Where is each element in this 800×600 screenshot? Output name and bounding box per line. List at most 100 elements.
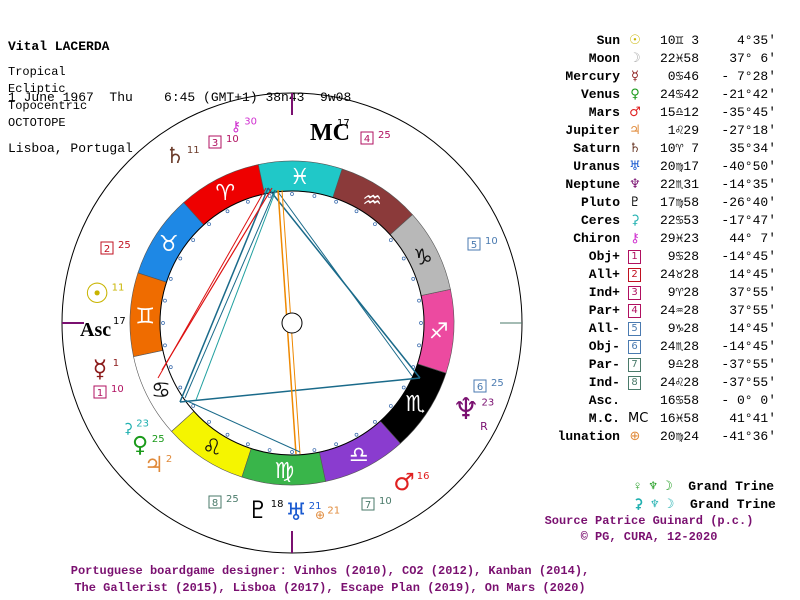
body-name: Saturn bbox=[573, 141, 620, 156]
birth-place: Lisboa, Portugal bbox=[8, 141, 133, 156]
table-row: Par+ 4 24♒28 37°55' bbox=[520, 302, 780, 320]
body-longitude: 0♋46 bbox=[660, 69, 700, 84]
degree-tick bbox=[191, 238, 196, 242]
body-longitude: 9♑28 bbox=[660, 321, 700, 336]
asc-degree: 17 bbox=[113, 316, 126, 327]
body-longitude: 24♏28 bbox=[660, 339, 700, 354]
body-name: Par- bbox=[588, 357, 620, 372]
table-row: Mercury ☿ 0♋46 - 7°28' bbox=[520, 68, 780, 86]
body-latitude: -27°18' bbox=[721, 123, 776, 138]
copyright: © PG, CURA, 12-2020 bbox=[580, 530, 718, 544]
degree-tick bbox=[246, 199, 250, 204]
body-name: Asc. bbox=[588, 393, 620, 408]
outer-labels: ♄ 11☉ 11☿ 1♀ 25♃ 2♇ 18 ♅ 21♂ 16♆ 23R⚷ 30⚳ 23⊕ 21MC17A… bbox=[80, 117, 504, 526]
body-latitude: 35°34' bbox=[729, 141, 776, 156]
body-latitude: -14°45' bbox=[721, 249, 776, 264]
degree-tick bbox=[401, 385, 406, 390]
degree-tick bbox=[267, 448, 272, 452]
sign-glyph-taurus: ♉ bbox=[159, 232, 179, 257]
aspect-line bbox=[277, 191, 413, 377]
body-longitude: 15♎12 bbox=[660, 105, 700, 120]
part-degree: 25 bbox=[226, 494, 239, 505]
body-name: Ceres bbox=[580, 213, 620, 228]
planet-glyph-outer: ♄ bbox=[165, 144, 185, 169]
trine-glyphs: ⚳ ♆ ☽ bbox=[633, 497, 675, 512]
degree-tick bbox=[411, 277, 416, 281]
body-name: All+ bbox=[588, 267, 620, 282]
part-number: 4 bbox=[364, 134, 370, 145]
body-glyph-icon: ♇ bbox=[629, 195, 641, 210]
body-latitude: 37°55' bbox=[729, 303, 776, 318]
body-latitude: -14°35' bbox=[721, 177, 776, 192]
planet-degree-sup: 30 bbox=[244, 117, 257, 128]
body-name: lunation bbox=[557, 429, 620, 444]
body-latitude: -21°42' bbox=[721, 87, 776, 102]
subject-name: Vital LACERDA bbox=[8, 39, 110, 54]
body-latitude: -37°55' bbox=[721, 375, 776, 390]
part-number: 3 bbox=[212, 138, 218, 149]
source-credit: Source Patrice Guinard (p.c.) bbox=[544, 514, 754, 528]
planet-degree-sup: 11 bbox=[112, 282, 125, 293]
body-latitude: - 7°28' bbox=[721, 69, 776, 84]
part-number: 2 bbox=[104, 244, 110, 255]
part-number: 1 bbox=[97, 388, 103, 399]
body-latitude: 14°45' bbox=[729, 321, 776, 336]
degree-tick bbox=[163, 298, 167, 303]
degree-tick bbox=[267, 194, 272, 198]
mc-degree: 17 bbox=[337, 118, 350, 129]
body-longitude: 24♉28 bbox=[660, 267, 700, 282]
table-row: Mars ♂ 15♎12 -35°45' bbox=[520, 104, 780, 122]
body-latitude: 4°35' bbox=[736, 33, 776, 48]
planet-glyph-outer: R bbox=[480, 420, 488, 433]
body-longitude: 29♓23 bbox=[660, 231, 700, 246]
part-number: 8 bbox=[212, 498, 218, 509]
body-name: Par+ bbox=[588, 303, 620, 318]
footer-line-2: The Gallerist (2015), Lisboa (2017), Esc… bbox=[74, 581, 586, 595]
body-longitude: 20♍17 bbox=[660, 159, 700, 174]
body-name: Venus bbox=[580, 87, 620, 102]
body-longitude: 9♎28 bbox=[660, 357, 700, 372]
table-row: M.C. MC 16♓58 41°41' bbox=[520, 410, 780, 428]
trine-label: Grand Trine bbox=[688, 479, 775, 494]
body-longitude: 22♋53 bbox=[660, 213, 700, 228]
part-box bbox=[100, 241, 114, 255]
table-row: Par- 7 9♎28 -37°55' bbox=[520, 356, 780, 374]
degree-tick bbox=[354, 209, 359, 214]
sign-glyph-virgo: ♍ bbox=[274, 459, 294, 484]
table-row: Chiron ⚷ 29♓23 44° 7' bbox=[520, 230, 780, 248]
part-box bbox=[208, 495, 222, 509]
body-glyph-icon: ♅ bbox=[629, 159, 641, 174]
body-name: Ind- bbox=[588, 375, 620, 390]
body-glyph-icon: ☉ bbox=[629, 33, 641, 48]
planet-degree-sup: 18 bbox=[271, 499, 284, 510]
body-latitude: 37° 6' bbox=[729, 51, 776, 66]
body-longitude: 22♓58 bbox=[660, 51, 700, 66]
body-latitude: -26°40' bbox=[721, 195, 776, 210]
degree-tick bbox=[388, 404, 393, 408]
body-latitude: -41°36' bbox=[721, 429, 776, 444]
body-glyph-icon: ♃ bbox=[629, 123, 641, 138]
body-glyph-icon: 7 bbox=[628, 358, 641, 372]
body-glyph-icon: MC bbox=[628, 411, 649, 426]
body-name: Ind+ bbox=[588, 285, 620, 300]
planet-degree-sup: 21 bbox=[309, 501, 322, 512]
aspect-line bbox=[184, 399, 301, 453]
part-number: 7 bbox=[365, 500, 371, 511]
part-degree: 25 bbox=[491, 378, 504, 389]
body-longitude: 24♋42 bbox=[660, 87, 700, 102]
planet-glyph-outer: ♅ bbox=[285, 498, 307, 526]
body-longitude: 24♒28 bbox=[660, 303, 700, 318]
body-name: Neptune bbox=[565, 177, 620, 192]
body-name: M.C. bbox=[588, 411, 620, 426]
degree-tick bbox=[207, 222, 211, 227]
degree-tick bbox=[207, 419, 211, 424]
footer-line-1: Portuguese boardgame designer: Vinhos (2… bbox=[70, 564, 590, 578]
sign-glyph-capricorn: ♑ bbox=[413, 245, 433, 270]
table-row: Saturn ♄ 10♈ 7 35°34' bbox=[520, 140, 780, 158]
asc-label: Asc bbox=[80, 319, 111, 341]
body-longitude: 1♌29 bbox=[660, 123, 700, 138]
part-number: 6 bbox=[477, 382, 483, 393]
coordinate-type: Ecliptic bbox=[8, 82, 66, 96]
degree-tick bbox=[312, 194, 317, 198]
degree-tick bbox=[417, 298, 421, 303]
